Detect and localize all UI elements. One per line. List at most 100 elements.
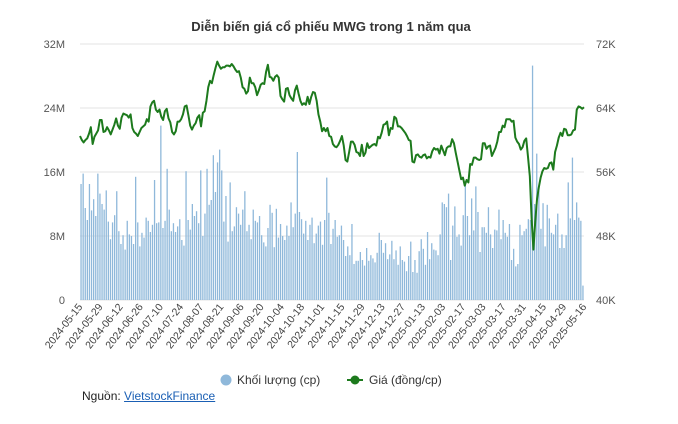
volume-bar [534, 204, 536, 300]
volume-bar [506, 236, 508, 300]
volume-bar [502, 220, 504, 300]
y-left-tick-3: 8M [50, 231, 65, 243]
volume-bar [95, 216, 97, 300]
volume-bar [292, 227, 294, 300]
volume-bar [149, 232, 151, 300]
volume-bar [466, 216, 469, 300]
legend[interactable]: Khối lượng (cp) Giá (đồng/cp) [220, 373, 442, 387]
volume-bar [321, 244, 324, 300]
volume-bar [109, 239, 112, 300]
volume-bars [80, 65, 584, 300]
volume-bar [445, 207, 448, 300]
volume-bar [567, 182, 569, 300]
price-line [79, 60, 585, 251]
volume-bar [483, 227, 485, 300]
volume-bar [143, 237, 145, 300]
volume-bar [248, 224, 250, 300]
volume-bar [368, 260, 370, 300]
volume-bar [475, 186, 477, 300]
volume-bar [342, 240, 345, 300]
volume-bar [401, 260, 403, 300]
y-axis-left-volume: 32M 24M 16M 8M 0 [44, 39, 65, 307]
volume-bar [242, 209, 244, 300]
volume-bar [315, 233, 317, 300]
volume-bar [307, 240, 309, 300]
volume-bar [271, 212, 273, 300]
volume-bar [214, 192, 217, 300]
volume-bar [132, 244, 135, 300]
volume-bar [225, 196, 227, 300]
volume-bar [464, 181, 466, 300]
volume-bar [275, 208, 277, 300]
volume-bar [363, 265, 366, 300]
volume-bar [263, 242, 265, 300]
volume-bar [210, 200, 212, 300]
y-left-tick-0: 32M [44, 39, 65, 51]
source-link[interactable]: VietstockFinance [124, 389, 216, 403]
volume-bar [410, 241, 412, 300]
volume-bar [156, 223, 158, 300]
volume-bar [405, 271, 408, 300]
volume-bar [349, 255, 351, 300]
volume-bar [227, 241, 229, 300]
volume-bar [559, 248, 561, 300]
volume-bar [172, 223, 175, 300]
volume-bar [487, 207, 490, 300]
volume-bar [313, 243, 315, 300]
volume-bar [523, 231, 525, 300]
volume-bar [548, 218, 550, 300]
volume-bar [435, 250, 437, 300]
volume-bar [168, 209, 170, 300]
volume-bar [422, 248, 424, 300]
volume-bar [261, 235, 263, 300]
volume-bar [517, 264, 519, 300]
volume-bar [580, 220, 582, 300]
volume-bar [429, 259, 431, 300]
volume-bar [571, 157, 574, 300]
volume-bar [185, 171, 187, 300]
volume-bar [485, 232, 487, 300]
volume-bar [578, 217, 580, 300]
volume-bar [418, 251, 420, 300]
volume-bar [395, 250, 397, 300]
y-axis-right-price: 72K 64K 56K 48K 40K [596, 39, 616, 307]
volume-bar [473, 230, 475, 300]
volume-bar [93, 199, 95, 300]
volume-bar [552, 234, 555, 300]
volume-bar [361, 260, 364, 300]
volume-bar [88, 184, 91, 300]
volume-bar [513, 248, 515, 300]
volume-bar [256, 222, 259, 300]
y-right-tick-3: 48K [596, 231, 616, 243]
volume-bar [397, 264, 399, 300]
volume-bar [294, 213, 296, 300]
volume-bar [441, 202, 443, 300]
volume-bar [460, 245, 462, 300]
volume-bar [416, 272, 418, 300]
volume-bar [82, 173, 84, 300]
volume-bar [408, 256, 410, 300]
volume-bar [174, 232, 177, 300]
volume-bar [357, 260, 359, 300]
volume-bar [426, 232, 429, 300]
volume-bar [544, 246, 546, 300]
volume-bar [177, 226, 179, 300]
volume-bar [500, 239, 502, 300]
volume-bar [290, 202, 292, 300]
volume-bar [107, 221, 109, 300]
volume-bar [160, 125, 162, 300]
volume-bar [130, 236, 133, 300]
volume-bar [105, 190, 107, 300]
volume-bar [353, 264, 355, 300]
legend-volume-marker [220, 374, 232, 386]
volume-bar [309, 224, 311, 300]
volume-bar [204, 213, 206, 300]
volume-bar [103, 209, 105, 300]
volume-bar [250, 239, 252, 300]
volume-bar [347, 246, 349, 300]
volume-bar [468, 235, 471, 300]
volume-bar [170, 231, 172, 300]
volume-bar [481, 227, 483, 300]
y-right-tick-4: 40K [596, 295, 616, 307]
